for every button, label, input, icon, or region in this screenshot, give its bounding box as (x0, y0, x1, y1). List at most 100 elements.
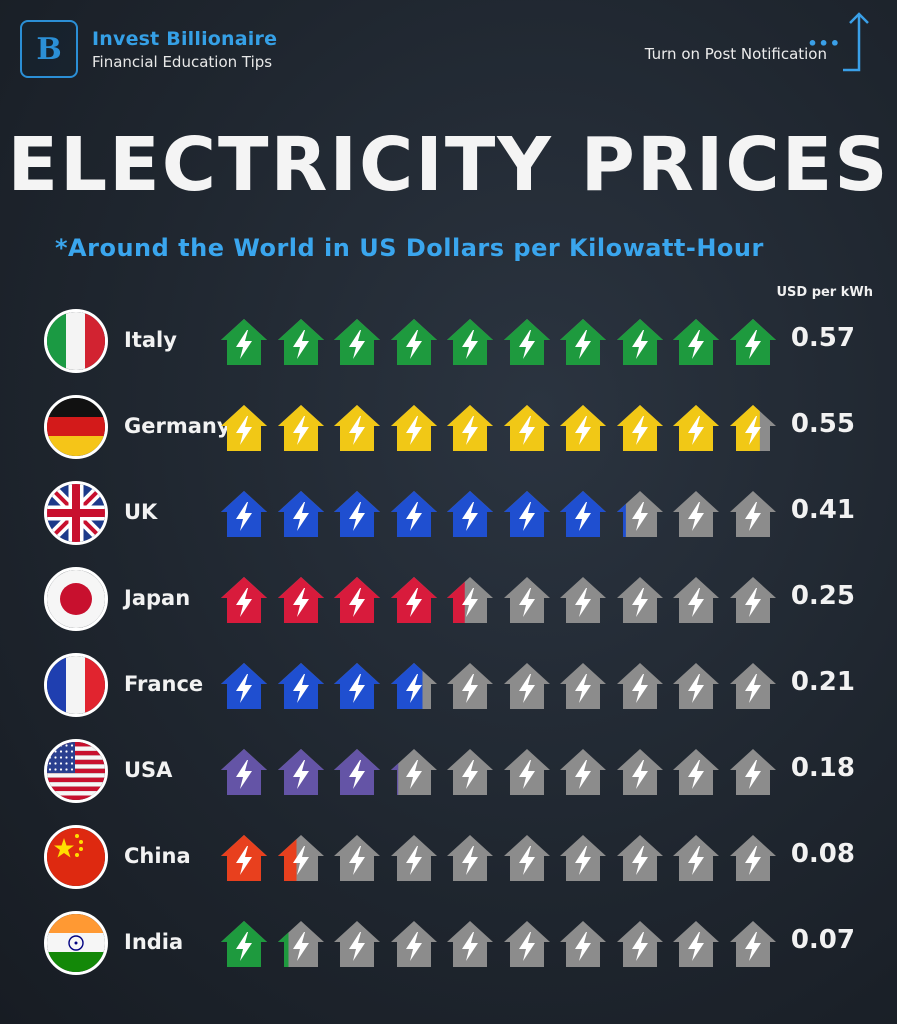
house-bolt-icon (729, 405, 776, 451)
house-bolt-icon (503, 577, 550, 623)
house-bolt-icon (503, 921, 550, 967)
house-bolt-icon (729, 577, 776, 623)
flag-usa-icon (44, 739, 108, 803)
house-bolt-icon (616, 577, 663, 623)
value-label: 0.07 (790, 925, 855, 955)
category-label: UK (124, 500, 158, 524)
arrow-up-icon (843, 12, 869, 72)
house-bolt-icon (673, 749, 719, 795)
house-bolt-icon (560, 835, 606, 881)
house-bolt-icon (334, 835, 380, 881)
chart-row: India 0.07 (0, 900, 897, 986)
house-bolt-icon (277, 921, 324, 967)
house-bolt-icon (334, 319, 380, 365)
house-bolt-icon (390, 921, 437, 967)
house-bolt-icon (616, 663, 663, 709)
house-bolt-icon (277, 319, 324, 365)
house-bolt-icon (729, 319, 776, 365)
house-bolt-icon (221, 405, 267, 451)
house-bolt-icon (221, 577, 267, 623)
pictogram-bar (219, 489, 789, 539)
house-bolt-icon (221, 835, 267, 881)
house-bolt-icon (277, 835, 324, 881)
house-bolt-icon (447, 577, 493, 623)
flag-japan-icon (44, 567, 108, 631)
house-bolt-icon (221, 663, 267, 709)
house-bolt-icon (560, 749, 606, 795)
category-label: France (124, 672, 204, 696)
value-label: 0.57 (790, 323, 855, 353)
flag-china-icon (44, 825, 108, 889)
value-label: 0.21 (790, 667, 855, 697)
category-label: USA (124, 758, 173, 782)
brand: B Invest Billionaire Financial Education… (20, 20, 277, 78)
house-bolt-icon (673, 405, 719, 451)
house-bolt-icon (221, 319, 267, 365)
house-bolt-icon (616, 319, 663, 365)
value-label: 0.18 (790, 753, 855, 783)
house-bolt-icon (390, 835, 437, 881)
house-bolt-icon (277, 577, 324, 623)
chart-row: France 0.21 (0, 642, 897, 728)
house-bolt-icon (503, 319, 550, 365)
house-bolt-icon (616, 835, 663, 881)
house-bolt-icon (560, 319, 606, 365)
house-bolt-icon (447, 405, 493, 451)
house-bolt-icon (560, 405, 606, 451)
house-bolt-icon (277, 663, 324, 709)
chart-row: China 0.08 (0, 814, 897, 900)
pictogram-bar (219, 403, 789, 453)
house-bolt-icon (447, 663, 493, 709)
house-bolt-icon (390, 319, 437, 365)
category-label: China (124, 844, 191, 868)
pictogram-bar (219, 661, 789, 711)
category-label: Germany (124, 414, 231, 438)
chart-row: Italy 0.57 (0, 298, 897, 384)
house-bolt-icon (673, 663, 719, 709)
brand-logo-icon: B (20, 20, 78, 78)
pictogram-bar (219, 317, 789, 367)
flag-uk-icon (44, 481, 108, 545)
house-bolt-icon (447, 749, 493, 795)
brand-text: Invest Billionaire Financial Education T… (92, 28, 277, 71)
pictogram-bar (219, 919, 789, 969)
house-bolt-icon (729, 921, 776, 967)
flag-germany-icon (44, 395, 108, 459)
value-label: 0.25 (790, 581, 855, 611)
house-bolt-icon (447, 319, 493, 365)
house-bolt-icon (673, 491, 719, 537)
house-bolt-icon (334, 405, 380, 451)
house-bolt-icon (447, 835, 493, 881)
house-bolt-icon (673, 835, 719, 881)
house-bolt-icon (503, 835, 550, 881)
post-notification-prompt: ••• Turn on Post Notification (617, 10, 877, 76)
house-bolt-icon (616, 405, 663, 451)
pictogram-bar (219, 575, 789, 625)
house-bolt-icon (390, 491, 437, 537)
house-bolt-icon (221, 921, 267, 967)
house-bolt-icon (277, 749, 324, 795)
house-bolt-icon (334, 491, 380, 537)
category-label: Italy (124, 328, 177, 352)
house-bolt-icon (729, 749, 776, 795)
house-bolt-icon (560, 921, 606, 967)
house-bolt-icon (503, 749, 550, 795)
house-bolt-icon (277, 405, 324, 451)
house-bolt-icon (503, 405, 550, 451)
house-bolt-icon (729, 835, 776, 881)
category-label: India (124, 930, 184, 954)
dots-icon: ••• (807, 34, 841, 53)
house-bolt-icon (616, 749, 663, 795)
value-label: 0.08 (790, 839, 855, 869)
chart-row: USA 0.18 (0, 728, 897, 814)
chart-subtitle: *Around the World in US Dollars per Kilo… (55, 234, 764, 262)
house-bolt-icon (560, 577, 606, 623)
house-bolt-icon (673, 921, 719, 967)
house-bolt-icon (447, 491, 493, 537)
notification-text: Turn on Post Notification (644, 45, 827, 63)
flag-italy-icon (44, 309, 108, 373)
house-bolt-icon (334, 921, 380, 967)
house-bolt-icon (334, 577, 380, 623)
house-bolt-icon (390, 663, 437, 709)
house-bolt-icon (221, 491, 267, 537)
